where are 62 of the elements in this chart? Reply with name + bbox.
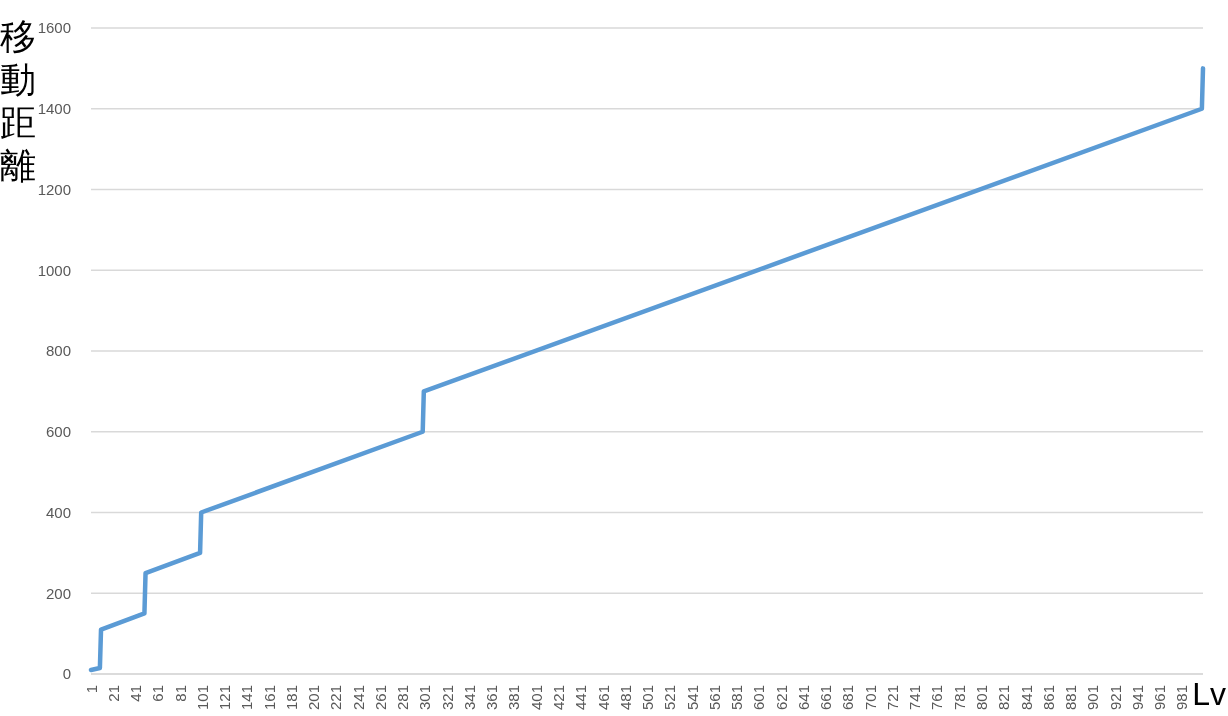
x-tick-label: 21	[104, 685, 122, 702]
x-axis-title: Lv	[1192, 676, 1226, 712]
x-tick-label: 401	[527, 685, 545, 711]
x-tick-label: 841	[1017, 685, 1035, 711]
x-tick-label: 641	[794, 685, 812, 711]
x-tick-label: 621	[772, 685, 790, 711]
x-tick-label: 761	[928, 685, 946, 711]
x-tick-label: 241	[349, 685, 367, 711]
x-tick-label: 661	[817, 685, 835, 711]
x-tick-label: 41	[127, 685, 145, 702]
x-tick-label: 521	[661, 685, 679, 711]
x-tick-label: 261	[371, 685, 389, 711]
x-tick-label: 481	[616, 685, 634, 711]
x-tick-label: 81	[171, 685, 189, 702]
y-tick-label: 600	[45, 423, 71, 441]
x-tick-label: 941	[1128, 685, 1146, 711]
x-tick-label: 461	[594, 685, 612, 711]
x-tick-label: 801	[972, 685, 990, 711]
x-tick-label: 1	[82, 685, 100, 694]
x-tick-label: 121	[216, 685, 234, 711]
x-tick-label: 281	[394, 685, 412, 711]
x-tick-label: 221	[327, 685, 345, 711]
x-tick-label: 361	[483, 685, 501, 711]
y-tick-label: 200	[45, 584, 71, 602]
x-tick-label: 861	[1039, 685, 1057, 711]
x-tick-label: 141	[238, 685, 256, 711]
x-tick-label: 781	[950, 685, 968, 711]
x-tick-label: 581	[728, 685, 746, 711]
x-tick-label: 561	[705, 685, 723, 711]
y-tick-label: 400	[45, 503, 71, 521]
x-tick-label: 181	[282, 685, 300, 711]
x-tick-label: 881	[1062, 685, 1080, 711]
y-tick-label: 1000	[37, 261, 71, 279]
x-tick-label: 101	[193, 685, 211, 711]
x-tick-label: 721	[883, 685, 901, 711]
x-tick-label: 201	[305, 685, 323, 711]
x-tick-label: 321	[438, 685, 456, 711]
x-tick-label: 61	[149, 685, 167, 702]
x-tick-label: 341	[460, 685, 478, 711]
x-tick-label: 441	[572, 685, 590, 711]
x-tick-label: 381	[505, 685, 523, 711]
y-tick-label: 1600	[37, 19, 71, 37]
x-tick-label: 601	[750, 685, 768, 711]
x-tick-label: 541	[683, 685, 701, 711]
x-tick-label: 921	[1106, 685, 1124, 711]
x-tick-label: 421	[550, 685, 568, 711]
x-tick-label: 681	[839, 685, 857, 711]
x-tick-label: 501	[639, 685, 657, 711]
x-tick-label: 701	[861, 685, 879, 711]
y-axis-title: 移動距離	[0, 15, 37, 187]
x-tick-label: 901	[1084, 685, 1102, 711]
line-series	[88, 66, 1206, 673]
y-tick-label: 1400	[37, 100, 71, 118]
x-tick-label: 301	[416, 685, 434, 711]
x-tick-label: 981	[1173, 685, 1191, 711]
y-tick-label: 1200	[37, 180, 71, 198]
x-tick-label: 741	[906, 685, 924, 711]
x-tick-label: 161	[260, 685, 278, 711]
y-tick-label: 0	[62, 665, 71, 683]
x-tick-label: 821	[995, 685, 1013, 711]
x-tick-label: 961	[1151, 685, 1169, 711]
y-tick-label: 800	[45, 342, 71, 360]
